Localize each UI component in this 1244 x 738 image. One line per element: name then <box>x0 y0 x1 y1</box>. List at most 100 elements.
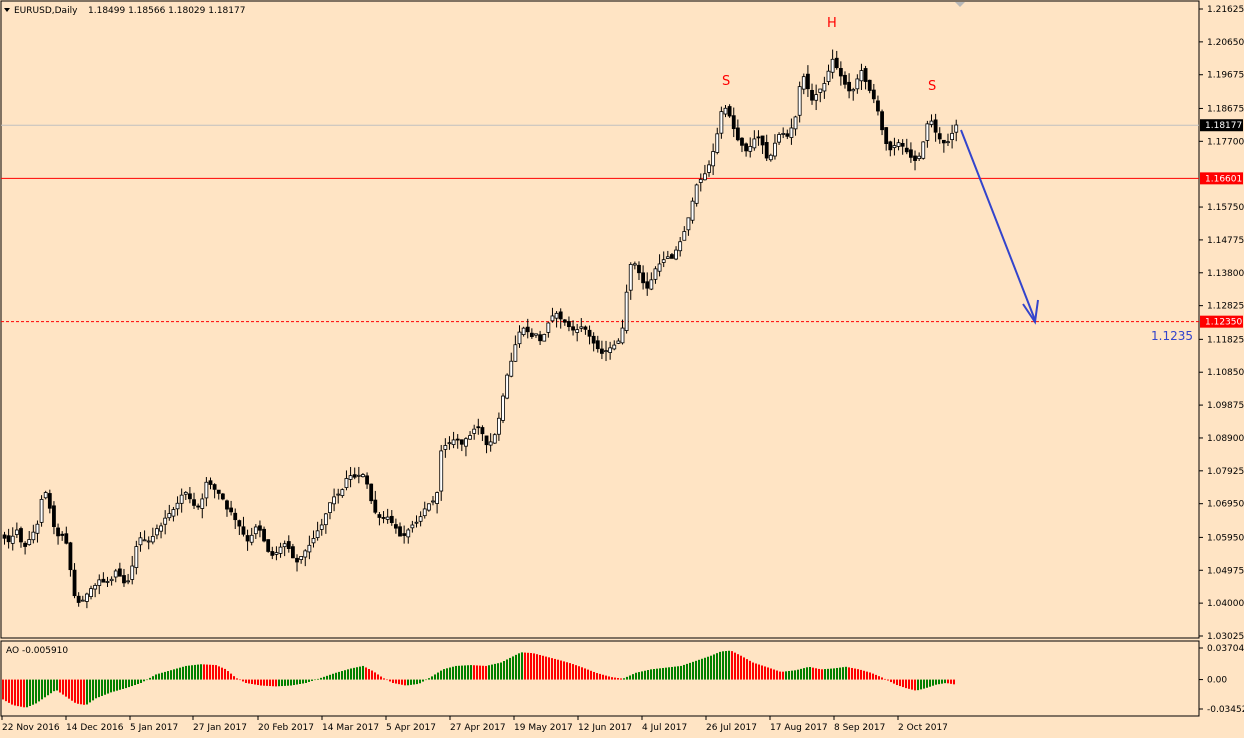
ao-bar <box>194 664 196 680</box>
ao-bar <box>602 674 604 680</box>
candle-body <box>130 565 135 580</box>
ao-bar <box>722 651 724 680</box>
ao-bar <box>668 667 670 680</box>
ao-bar <box>896 679 898 686</box>
ao-bar <box>182 666 184 680</box>
ao-bar <box>557 659 559 680</box>
candle <box>604 340 608 362</box>
candle <box>575 323 580 342</box>
candle-body <box>398 526 402 537</box>
candle <box>571 320 575 336</box>
ao-bar <box>677 666 679 680</box>
time-tick-label: 22 Nov 2016 <box>2 723 60 733</box>
ao-bar <box>659 668 661 680</box>
chart-shift-marker[interactable] <box>955 2 965 7</box>
symbol-menu-arrow-icon[interactable] <box>4 8 10 12</box>
ao-bar <box>521 652 523 680</box>
ao-bar <box>218 666 220 680</box>
candle-body <box>237 520 242 527</box>
candle-body <box>550 315 555 322</box>
candle <box>711 143 716 176</box>
ao-bar <box>104 679 106 695</box>
candle <box>797 81 802 123</box>
ao-bar <box>917 679 919 691</box>
candle-body <box>801 76 806 90</box>
ao-bar <box>599 673 601 680</box>
candle-body <box>641 272 645 284</box>
candle-body <box>389 515 394 524</box>
horizontal-levels[interactable] <box>1 177 1199 323</box>
time-tick-label: 20 Feb 2017 <box>258 723 314 733</box>
ao-bar <box>533 653 535 680</box>
candle-body <box>122 575 126 584</box>
candle <box>328 502 332 520</box>
time-tick-label: 26 Jul 2017 <box>706 723 757 733</box>
ao-bar <box>863 670 865 680</box>
candle-body <box>220 493 225 500</box>
ao-bar <box>146 679 148 681</box>
candle <box>220 492 225 501</box>
candle <box>278 542 283 558</box>
candle-body <box>113 570 118 578</box>
candle <box>814 84 819 111</box>
candle-body <box>307 544 312 553</box>
candle-body <box>43 492 48 499</box>
candle <box>340 488 345 498</box>
candle-body <box>447 442 452 445</box>
candle <box>484 435 489 454</box>
price-tick-label: 1.15750 <box>1207 203 1244 213</box>
ao-bar <box>464 665 466 680</box>
projection-arrow[interactable] <box>960 129 1039 325</box>
candle <box>888 140 893 157</box>
candle <box>748 137 753 158</box>
candle-body <box>492 434 497 444</box>
ao-bar <box>176 668 178 680</box>
ao-bar <box>62 679 64 695</box>
ao-bar <box>758 664 760 680</box>
candle-body <box>517 331 522 345</box>
candle <box>443 438 448 458</box>
ao-bar <box>83 679 85 705</box>
ao-bar <box>23 679 25 708</box>
candle <box>707 160 711 177</box>
candle <box>950 124 954 149</box>
candle-body <box>39 498 44 523</box>
ao-bar <box>284 679 286 686</box>
candle <box>311 530 316 548</box>
ao-bar <box>662 667 664 680</box>
ao-bar <box>647 670 649 680</box>
candle-body <box>80 599 85 602</box>
ao-bar <box>836 667 838 680</box>
ao-bar <box>899 679 901 687</box>
ao-bar <box>746 659 748 680</box>
ao-bar <box>455 665 457 680</box>
ao-bar <box>437 672 439 680</box>
ao-bar <box>752 662 754 680</box>
candle <box>52 501 56 535</box>
candle-body <box>117 568 122 577</box>
ao-bar <box>560 660 562 680</box>
candle <box>468 431 472 440</box>
candle-body <box>735 127 740 141</box>
candle <box>876 95 880 116</box>
candle <box>587 325 592 345</box>
candle-body <box>616 340 621 344</box>
ao-bar <box>353 667 355 680</box>
candle <box>31 524 36 544</box>
candle-body <box>740 137 744 146</box>
candle-body <box>670 254 674 259</box>
ao-bar <box>755 663 757 680</box>
ao-bar <box>761 665 763 680</box>
ao-bar <box>506 659 508 680</box>
candle <box>521 326 526 337</box>
candle <box>480 425 485 442</box>
candle <box>612 340 617 351</box>
candle <box>513 335 518 362</box>
price-tick-label: 1.20650 <box>1207 38 1244 48</box>
candle <box>270 546 275 560</box>
price-tick-label: 1.21625 <box>1207 5 1244 15</box>
ao-bar <box>209 664 211 680</box>
candle-body <box>723 107 728 115</box>
candle <box>126 573 130 585</box>
